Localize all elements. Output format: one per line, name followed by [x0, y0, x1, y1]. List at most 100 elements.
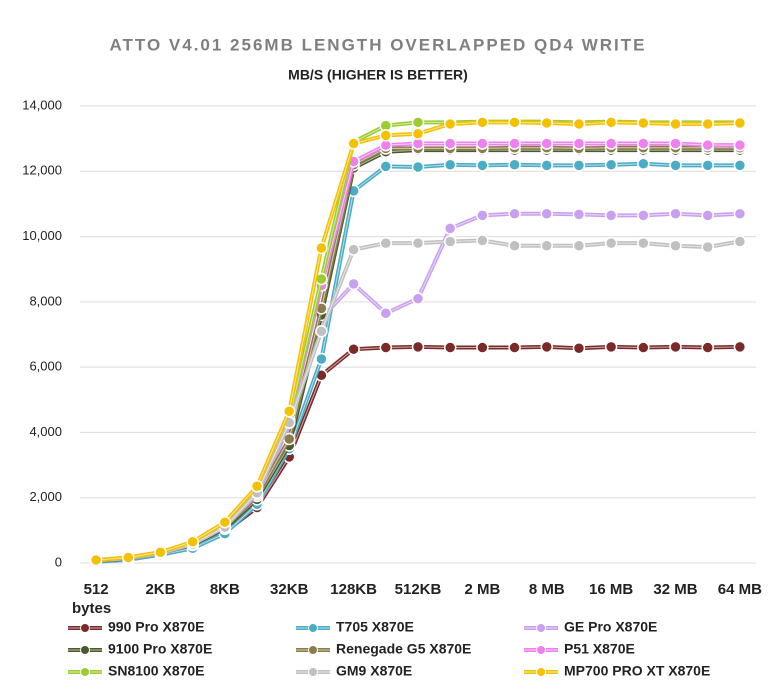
point: [669, 159, 682, 172]
y-tick-label: 14,000: [22, 97, 62, 112]
point: [443, 137, 457, 150]
point: [733, 207, 747, 220]
point: [443, 222, 457, 235]
point: [637, 116, 650, 130]
legend-label: 990 Pro X870E: [108, 619, 205, 635]
series-line: [96, 213, 740, 561]
point: [443, 117, 457, 131]
point: [218, 515, 232, 529]
y-tick-label: 4,000: [29, 424, 62, 439]
point: [411, 236, 425, 250]
y-tick-label: 6,000: [29, 359, 62, 374]
x-tick-label: 128KB: [330, 581, 377, 598]
legend-label: T705 X870E: [336, 619, 414, 635]
point: [540, 137, 554, 150]
point: [540, 159, 554, 172]
x-tick-label: 2KB: [145, 581, 175, 598]
point: [122, 551, 135, 564]
point: [379, 236, 393, 250]
point: [347, 137, 360, 150]
point: [443, 158, 457, 172]
point: [508, 137, 521, 150]
y-tick-label: 10,000: [22, 228, 62, 243]
point: [733, 235, 747, 248]
x-tick-label: 16 MB: [589, 581, 633, 598]
x-tick-label: 32 MB: [653, 581, 697, 598]
point: [476, 116, 489, 129]
point: [476, 234, 489, 247]
legend-marker: [536, 623, 546, 633]
point: [669, 137, 682, 150]
point: [572, 239, 586, 252]
chart-subtitle: MB/S (HIGHER IS BETTER): [288, 67, 468, 83]
point: [701, 138, 714, 152]
point: [379, 307, 393, 320]
point: [379, 160, 393, 173]
point: [379, 341, 393, 354]
point: [669, 207, 682, 220]
point: [604, 236, 618, 250]
y-tick-label: 8,000: [29, 293, 62, 308]
point: [379, 129, 393, 142]
x-tick-label: 512: [84, 581, 109, 598]
legend-marker: [80, 667, 90, 677]
point: [733, 340, 747, 354]
point: [701, 240, 714, 254]
point: [572, 159, 586, 172]
x-tick-label: 2 MB: [464, 581, 500, 598]
point: [315, 241, 328, 255]
series-line-outline: [95, 238, 741, 563]
point: [701, 117, 714, 131]
point: [443, 341, 457, 354]
point: [604, 116, 618, 129]
point: [733, 116, 747, 130]
point: [315, 324, 328, 338]
point: [604, 209, 618, 222]
point: [572, 208, 586, 221]
legend-marker: [536, 645, 546, 655]
point: [411, 340, 425, 354]
legend-marker: [308, 645, 318, 655]
point: [508, 207, 521, 220]
series-line: [96, 346, 740, 562]
legend-label: 9100 Pro X870E: [108, 641, 212, 657]
legend-marker: [308, 667, 318, 677]
point: [604, 137, 618, 150]
y-tick-label: 2,000: [29, 489, 62, 504]
point: [476, 341, 489, 354]
point: [250, 480, 264, 493]
point: [604, 158, 618, 172]
point: [540, 116, 554, 130]
point: [572, 137, 586, 150]
point: [637, 341, 650, 354]
x-tick-label: 8KB: [210, 581, 240, 598]
point: [154, 545, 167, 559]
point: [315, 352, 328, 366]
series-line: [96, 239, 740, 561]
legend-marker: [80, 645, 90, 655]
point: [476, 137, 489, 150]
point: [637, 137, 650, 150]
point: [540, 207, 554, 220]
legend-label: P51 X870E: [564, 641, 635, 657]
point: [637, 236, 650, 250]
point: [347, 277, 360, 291]
legend-marker: [80, 623, 90, 633]
point: [476, 209, 489, 222]
y-tick-label: 12,000: [22, 163, 62, 178]
point: [701, 341, 714, 354]
legend-label: SN8100 X870E: [108, 663, 205, 679]
x-axis-label: bytes: [72, 600, 111, 617]
point: [637, 157, 650, 171]
point: [508, 158, 521, 172]
point: [669, 239, 682, 252]
point: [508, 239, 521, 252]
point: [701, 209, 714, 222]
x-tick-label: 8 MB: [529, 581, 565, 598]
point: [282, 404, 296, 418]
point: [572, 341, 586, 355]
y-tick-label: 0: [55, 554, 62, 569]
point: [733, 159, 747, 172]
chart-title: ATTO V4.01 256MB LENGTH OVERLAPPED QD4 W…: [109, 35, 646, 54]
series-line-outline: [95, 344, 740, 564]
